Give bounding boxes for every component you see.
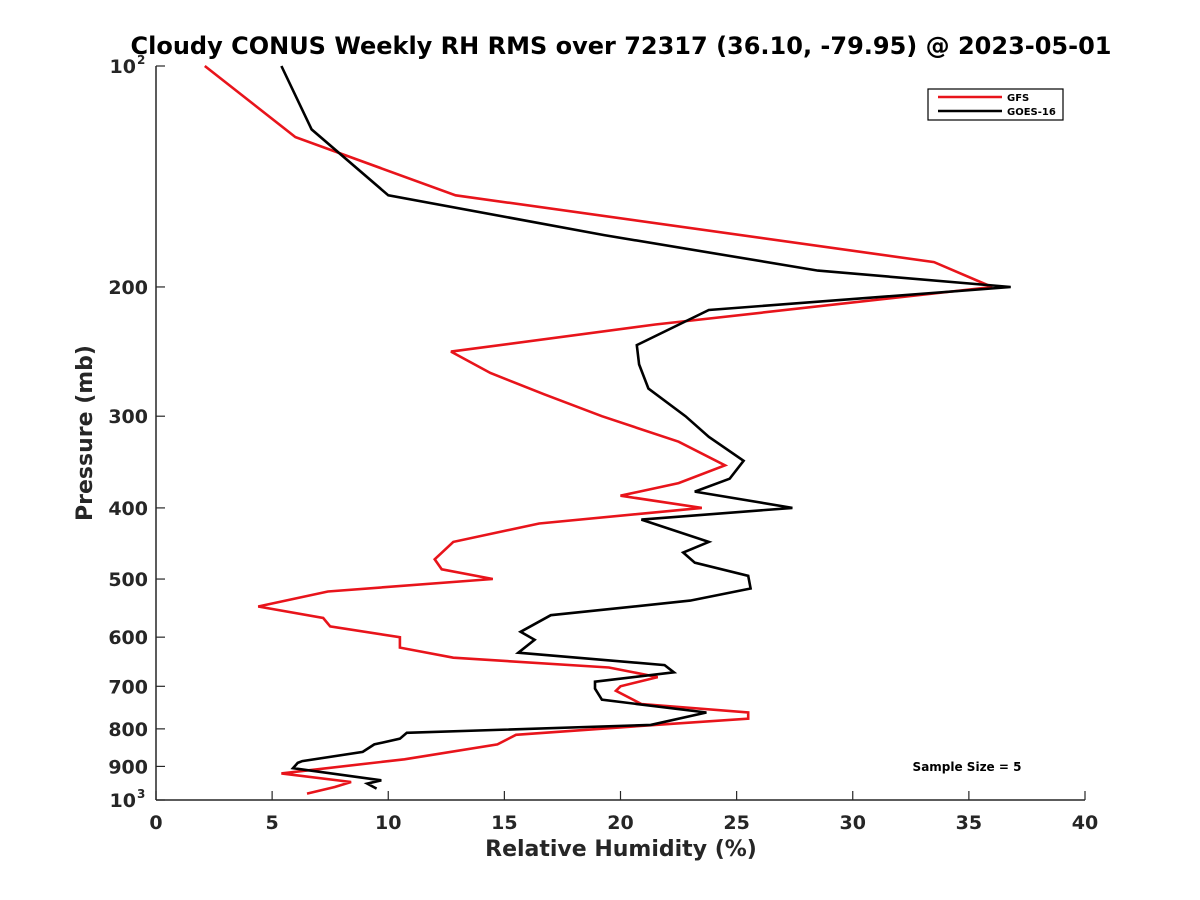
y-tick-label-exponent: 2	[137, 53, 145, 67]
legend-label-goes16: GOES-16	[1007, 107, 1056, 118]
x-tick-label: 40	[1072, 812, 1098, 834]
x-tick-label: 25	[723, 812, 749, 834]
y-tick-label: 200	[108, 277, 148, 299]
x-tick-label: 0	[149, 812, 162, 834]
y-tick-label: 300	[108, 406, 148, 428]
x-axis-label: Relative Humidity (%)	[485, 837, 757, 862]
legend: GFS GOES-16	[927, 88, 1064, 121]
x-tick-label: 10	[375, 812, 401, 834]
series-layer	[203, 64, 1011, 795]
y-tick-label: 600	[108, 627, 148, 649]
x-axis: 0 5 10 15 20 25 30 35 40	[149, 791, 1098, 834]
x-tick-label: 5	[266, 812, 279, 834]
chart-title: Cloudy CONUS Weekly RH RMS over 72317 (3…	[131, 32, 1112, 60]
y-axis-label: Pressure (mb)	[73, 345, 98, 521]
series-line-goes16	[280, 65, 1011, 790]
sample-size-annotation: Sample Size = 5	[913, 760, 1022, 774]
y-tick-label-base: 10	[110, 56, 136, 78]
x-tick-label: 20	[607, 812, 633, 834]
y-tick-label: 700	[108, 676, 148, 698]
x-tick-label: 35	[956, 812, 982, 834]
y-tick-label: 900	[108, 756, 148, 778]
legend-label-gfs: GFS	[1007, 93, 1029, 104]
y-tick-label: 800	[108, 719, 148, 741]
legend-box	[927, 88, 1064, 121]
y-tick-label: 500	[108, 569, 148, 591]
x-tick-label: 15	[491, 812, 517, 834]
x-tick-label: 30	[840, 812, 866, 834]
y-tick-label: 400	[108, 498, 148, 520]
y-tick-label-base: 10	[110, 790, 136, 812]
y-tick-label-exponent: 3	[137, 787, 145, 801]
